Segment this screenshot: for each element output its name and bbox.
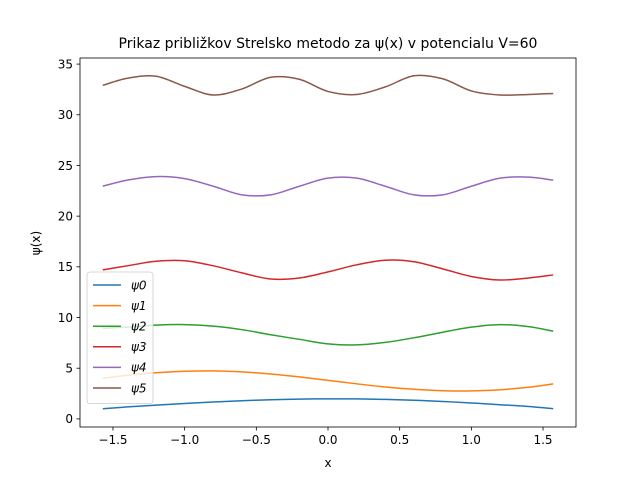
x-tick-label: 0.0 xyxy=(318,433,337,447)
series-line-psi2 xyxy=(102,323,554,346)
series-line-psi0 xyxy=(102,398,554,410)
y-tick-label: 5 xyxy=(65,362,73,376)
series-line-psi5 xyxy=(102,74,554,96)
legend-label-psi2: ψ2 xyxy=(131,320,147,334)
x-tick-label: 1.0 xyxy=(462,433,481,447)
axes: −1.5 −1.0 −0.5 0.0 0.5 1.0 1.5 0 5 10 15 20 25 30 35 xyxy=(58,57,577,447)
y-axis-label: ψ(x) xyxy=(29,231,43,255)
y-tick-label: 15 xyxy=(58,260,73,274)
x-tick-label: −0.5 xyxy=(242,433,271,447)
legend-label-psi5: ψ5 xyxy=(131,381,147,395)
plot-area xyxy=(102,74,554,410)
y-tick-label: 35 xyxy=(58,57,73,71)
legend-label-psi3: ψ3 xyxy=(131,340,147,354)
x-tick-label: 1.5 xyxy=(533,433,552,447)
x-tick-label: 0.5 xyxy=(390,433,409,447)
series-line-psi3 xyxy=(102,259,554,281)
x-axis-label: x xyxy=(324,456,331,470)
y-tick-label: 25 xyxy=(58,159,73,173)
y-tick-label: 10 xyxy=(58,311,73,325)
series-line-psi1 xyxy=(102,370,554,392)
legend-label-psi0: ψ0 xyxy=(131,278,147,292)
x-tick-label: −1.0 xyxy=(170,433,199,447)
series-line-psi4 xyxy=(102,175,554,197)
x-tick-label: −1.5 xyxy=(98,433,127,447)
y-tick-label: 30 xyxy=(58,108,73,122)
legend-label-psi1: ψ1 xyxy=(131,299,147,313)
legend: ψ0 ψ1 ψ2 ψ3 ψ4 ψ5 xyxy=(86,271,154,405)
legend-label-psi4: ψ4 xyxy=(131,361,147,375)
y-tick-label: 20 xyxy=(58,209,73,223)
y-tick-label: 0 xyxy=(65,412,73,426)
chart-title: Prikaz približkov Strelsko metodo za ψ(x… xyxy=(119,36,538,52)
